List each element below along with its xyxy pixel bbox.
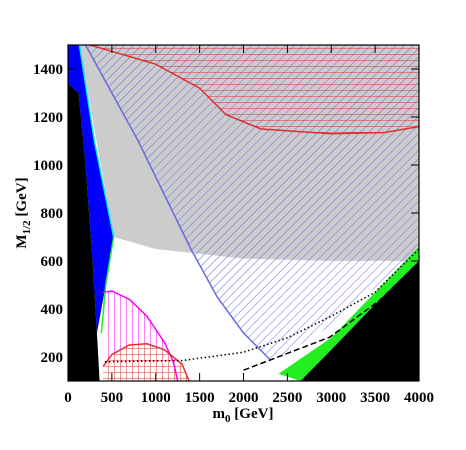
region — [89, 45, 419, 134]
y-axis-label: M1/2 [GeV] — [14, 177, 33, 248]
y-tick-label: 800 — [41, 206, 64, 222]
x-axis-label: m0 [GeV] — [213, 406, 274, 425]
x-tick-label: 500 — [101, 390, 124, 406]
y-tick-label: 1000 — [33, 158, 63, 174]
region — [68, 45, 114, 333]
region — [278, 246, 419, 381]
curve — [89, 45, 419, 135]
x-tick-label: 2500 — [272, 390, 302, 406]
y-tick-label: 1200 — [33, 110, 63, 126]
y-tick-label: 400 — [41, 302, 64, 318]
curve — [78, 45, 115, 238]
region — [68, 83, 100, 381]
curve — [84, 45, 271, 360]
curve — [243, 261, 419, 371]
x-tick-label: 4000 — [404, 390, 434, 406]
y-tick-label: 200 — [41, 350, 64, 366]
curve — [104, 248, 419, 363]
x-tick-label: 2000 — [229, 390, 259, 406]
curve — [100, 236, 115, 334]
plot-area — [68, 45, 419, 381]
curve — [102, 290, 179, 381]
x-tick-label: 1000 — [141, 390, 171, 406]
y-tick-label: 1400 — [33, 62, 63, 78]
y-tick-label: 600 — [41, 254, 64, 270]
x-tick-label: 3000 — [316, 390, 346, 406]
curve — [102, 343, 190, 381]
x-tick-label: 3500 — [360, 390, 390, 406]
x-tick-label: 1500 — [185, 390, 215, 406]
x-tick-label: 0 — [64, 390, 72, 406]
